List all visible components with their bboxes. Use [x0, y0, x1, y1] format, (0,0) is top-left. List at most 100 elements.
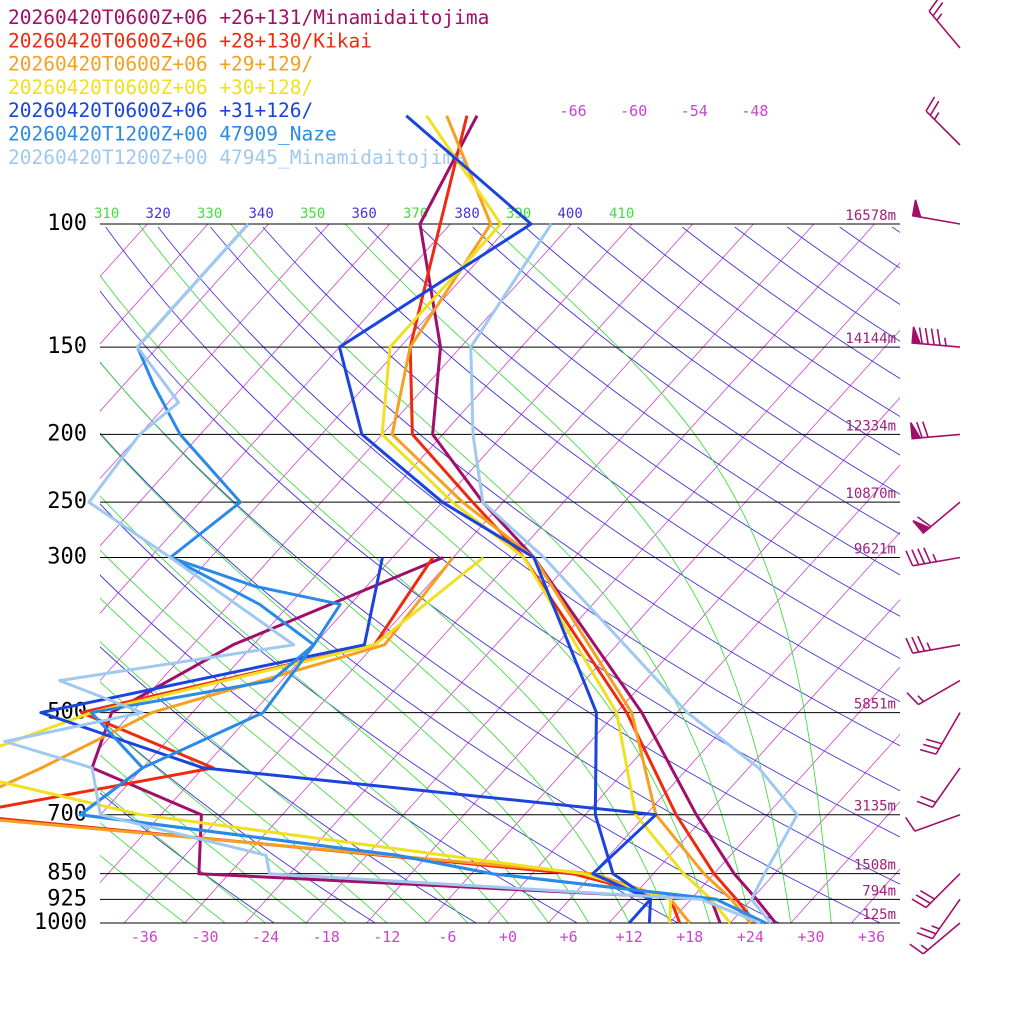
isotherm-line [100, 223, 634, 816]
dry-adiabat-line [524, 226, 900, 495]
theta-label: 410 [609, 206, 634, 222]
isotherm-line [100, 223, 331, 480]
temperature-line [380, 114, 732, 924]
dry-adiabat-line [315, 226, 900, 660]
profiles [0, 114, 799, 925]
temperature-tick-label: +0 [499, 928, 517, 946]
theta-label: 380 [455, 206, 480, 222]
dry-adiabat-line [629, 226, 900, 418]
isotherm-line [305, 262, 900, 924]
wind-barb [905, 635, 961, 654]
isotherm-line [669, 666, 900, 924]
isotherm-line [245, 223, 876, 924]
isotherm-line [912, 0, 1024, 923]
dewpoint-line [90, 556, 722, 924]
wind-barb [909, 922, 961, 955]
dry-adiabat-line [891, 226, 900, 233]
theta-label: 320 [146, 206, 171, 222]
dry-adiabat-line [577, 226, 900, 456]
isotherm-line [548, 531, 900, 924]
height-label: 5851m [854, 697, 896, 713]
theta-label: 330 [197, 206, 222, 222]
dry-adiabat-line [100, 574, 578, 924]
height-label: 16578m [845, 208, 896, 224]
pressure-label: 1000 [34, 910, 87, 935]
wind-barb [928, 0, 961, 49]
isotherm-label: -66 [560, 102, 587, 120]
legend-entry: 20260420T0600Z+06 +26+131/Minamidaitojim… [8, 6, 489, 29]
dry-adiabat-line [367, 226, 900, 617]
dewpoint-line [0, 556, 691, 924]
dry-adiabat-line [945, 227, 1024, 923]
dry-adiabat-line [419, 226, 900, 576]
dewpoint-line [0, 556, 673, 924]
dry-adiabat-line [100, 718, 376, 924]
temperature-tick-label: +30 [797, 928, 824, 946]
height-label: 10870m [845, 486, 896, 502]
dry-adiabat-line [100, 646, 477, 924]
dry-adiabat-line [997, 227, 1024, 923]
wind-barb [925, 96, 961, 146]
height-label: 9621m [854, 542, 896, 558]
temperature-tick-label: +6 [560, 928, 578, 946]
pressure-label: 925 [47, 886, 87, 911]
isotherm-line [100, 223, 512, 682]
wind-barb [911, 873, 961, 909]
wind-barb [916, 767, 961, 808]
isotherm-line [851, 868, 900, 924]
dewpoint-line [39, 557, 658, 925]
dry-adiabat-line [262, 226, 900, 703]
isotherm-label: -48 [741, 102, 768, 120]
pressure-label: 200 [47, 421, 87, 446]
pressure-label: 150 [47, 334, 87, 359]
pressure-label: 300 [47, 545, 87, 570]
temperature-tick-label: +12 [616, 928, 643, 946]
dry-adiabat-line [100, 290, 900, 885]
dry-adiabat-line [100, 361, 881, 924]
temperature-tick-label: -12 [373, 928, 400, 946]
moist-adiabat-line [100, 788, 266, 924]
isotherm-line [100, 223, 452, 614]
isotherm-line [426, 397, 900, 924]
temperature-tick-label: +18 [676, 928, 703, 946]
legend-entry: 20260420T0600Z+06 +30+128/ [8, 76, 313, 99]
wind-barb [905, 547, 961, 567]
legend-entry: 20260420T0600Z+06 +31+126/ [8, 99, 313, 122]
dewpoint-line [3, 222, 762, 925]
isotherm-line [100, 223, 573, 749]
wind-barb [916, 898, 961, 940]
dry-adiabat-line [100, 503, 679, 924]
wind-barb [911, 326, 961, 348]
temperature-tick-label: -36 [131, 928, 158, 946]
temperature-line [408, 115, 757, 924]
legend-entry: 20260420T1200Z+00 47909_Naze [8, 123, 337, 146]
dry-adiabat-line [682, 226, 900, 380]
height-label: 125m [862, 907, 896, 923]
wind-barb [909, 421, 961, 440]
wind-barbs [905, 0, 961, 955]
theta-label: 350 [300, 206, 325, 222]
temperature-line [469, 223, 799, 924]
pressure-label: 250 [47, 489, 87, 514]
theta-label: 310 [94, 206, 119, 222]
isotherm-line [973, 0, 1024, 923]
height-label: 14144m [845, 331, 896, 347]
wind-barb [911, 199, 961, 225]
legend-entry: 20260420T0600Z+06 +29+129/ [8, 53, 313, 76]
pressure-label: 850 [47, 861, 87, 886]
dry-adiabat-line [210, 226, 900, 747]
theta-label: 400 [558, 206, 583, 222]
temperature-tick-label: -30 [191, 928, 218, 946]
temperature-line [338, 114, 652, 924]
theta-label: 340 [249, 206, 274, 222]
height-label: 12334m [845, 418, 896, 434]
isotherm-line [729, 733, 900, 924]
temperature-tick-label: +24 [737, 928, 764, 946]
temperature-tick-label: -18 [313, 928, 340, 946]
isotherm-line [608, 599, 900, 924]
isotherm-line [123, 223, 755, 924]
temperature-tick-label: -6 [438, 928, 456, 946]
wind-barb [912, 501, 961, 535]
isotherm-label: -54 [681, 102, 708, 120]
dewpoint-line [78, 556, 767, 925]
